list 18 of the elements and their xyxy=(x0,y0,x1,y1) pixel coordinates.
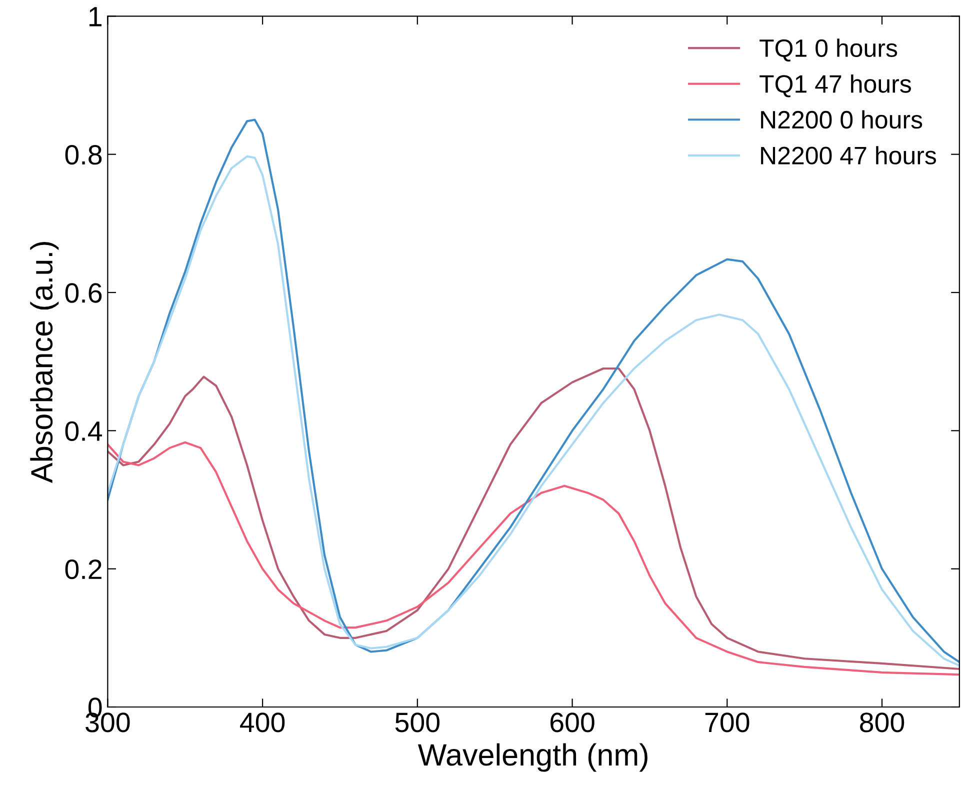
legend-label: N2200 0 hours xyxy=(761,110,922,129)
legend-label: TQ1 47 hours xyxy=(760,74,911,98)
x-tick-label: 600 xyxy=(550,712,594,732)
y-tick-label: 1 xyxy=(90,7,102,26)
legend-label: N2200 47 hours xyxy=(761,146,936,164)
x-tick-label: 500 xyxy=(395,712,440,732)
line-series xyxy=(108,367,960,670)
y-tick-label: 0.8 xyxy=(65,144,102,165)
y-tick-label: 0.2 xyxy=(65,560,102,580)
x-axis-title: Wavelength (nm) xyxy=(418,743,648,772)
x-tick-label: 800 xyxy=(860,712,904,732)
y-tick-label: 0.4 xyxy=(65,421,102,442)
y-tick-label: 0.6 xyxy=(65,283,102,303)
y-axis-title: Absorbance (a.u.) xyxy=(30,242,59,483)
line-series xyxy=(108,441,960,676)
x-tick-label: 400 xyxy=(240,712,285,732)
x-tick-label: 700 xyxy=(705,712,750,732)
legend-label: TQ1 0 hours xyxy=(760,38,898,62)
